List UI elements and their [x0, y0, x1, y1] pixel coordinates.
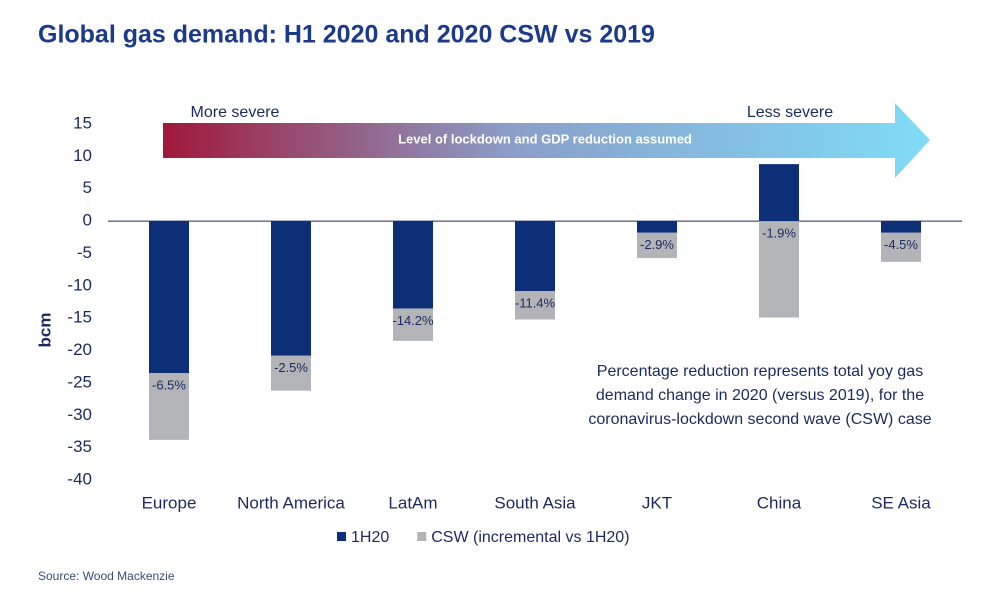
y-tick-label: -35: [67, 437, 92, 456]
arrow-left-label: More severe: [191, 104, 280, 121]
legend-label: CSW (incremental vs 1H20): [431, 529, 629, 546]
yoy-change-label: -1.9%: [762, 226, 796, 241]
x-tick-label: South Asia: [494, 493, 576, 512]
y-tick-label: -15: [67, 308, 92, 327]
bar: [393, 221, 433, 309]
bar: [759, 221, 799, 318]
chart-title: Global gas demand: H1 2020 and 2020 CSW …: [38, 21, 655, 49]
x-tick-label: China: [757, 493, 802, 512]
yoy-change-label: -2.5%: [274, 360, 308, 375]
bar: [759, 164, 799, 222]
bar: [515, 221, 555, 291]
y-tick-label: -40: [67, 469, 92, 488]
x-tick-label: LatAm: [388, 493, 437, 512]
arrow-right-label: Less severe: [747, 104, 833, 121]
arrow-label: Level of lockdown and GDP reduction assu…: [398, 131, 692, 146]
y-tick-label: -30: [67, 405, 92, 424]
yoy-change-label: -6.5%: [152, 378, 186, 393]
bar: [149, 221, 189, 374]
source: Source: Wood Mackenzie: [38, 569, 175, 583]
legend-label: 1H20: [351, 529, 389, 546]
bar: [881, 232, 921, 262]
x-tick-label: SE Asia: [871, 493, 931, 512]
bar: [393, 308, 433, 341]
annotation-line: Percentage reduction represents total yo…: [597, 363, 923, 380]
y-tick-label: 5: [83, 178, 92, 197]
annotation-line: demand change in 2020 (versus 2019), for…: [596, 387, 924, 404]
annotation-line: coronavirus-lockdown second wave (CSW) c…: [588, 411, 931, 428]
bar: [271, 355, 311, 391]
severity-arrow: [163, 103, 930, 178]
x-tick-label: Europe: [142, 493, 197, 512]
y-tick-label: -20: [67, 340, 92, 359]
yoy-change-label: -11.4%: [515, 295, 556, 310]
bar: [271, 221, 311, 356]
y-tick-label: -25: [67, 372, 92, 391]
bar: [637, 232, 677, 258]
x-tick-label: North America: [237, 493, 345, 512]
x-tick-label: JKT: [642, 493, 672, 512]
y-tick-label: 10: [73, 146, 92, 165]
y-axis-label: bcm: [35, 313, 54, 348]
bar: [149, 373, 189, 440]
yoy-change-label: -14.2%: [392, 313, 434, 328]
y-tick-label: 0: [83, 211, 92, 230]
legend-swatch: [337, 532, 346, 541]
bar: [881, 221, 921, 233]
yoy-change-label: -4.5%: [884, 237, 918, 252]
y-tick-label: 15: [73, 113, 92, 132]
yoy-change-label: -2.9%: [640, 237, 674, 252]
bar: [515, 290, 555, 320]
y-tick-label: -5: [77, 243, 92, 262]
legend-swatch: [417, 532, 427, 541]
y-tick-label: -10: [67, 275, 92, 294]
bar: [637, 221, 677, 233]
